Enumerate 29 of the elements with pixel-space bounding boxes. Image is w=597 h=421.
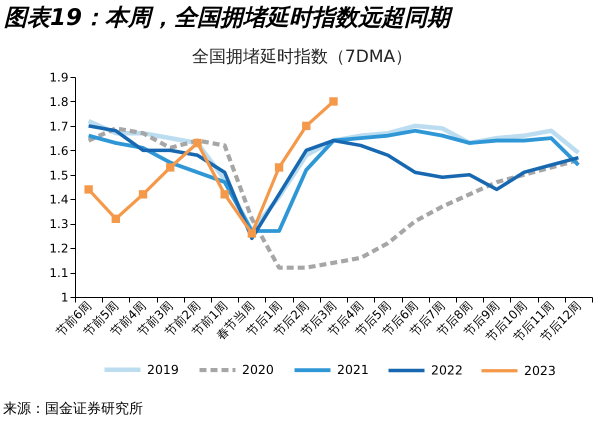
y-tick-label: 1.6 [49, 144, 68, 158]
y-tick-label: 1.8 [49, 94, 68, 109]
chart-title: 图表19：本周，全国拥堵延时指数远超同期 [4, 5, 454, 31]
point [84, 185, 93, 194]
point [138, 190, 148, 199]
legend-label: 2020 [242, 362, 274, 378]
point [193, 138, 202, 148]
point [220, 190, 229, 199]
legend-label: 2021 [337, 362, 369, 378]
y-tick-label: 1.9 [49, 70, 68, 84]
chart-subtitle: 全国拥堵延时指数（7DMA） [192, 47, 412, 67]
y-tick-label: 1 [60, 290, 68, 304]
y-tick-label: 1.7 [49, 119, 68, 134]
point [274, 163, 284, 172]
legend-label: 2023 [524, 362, 556, 378]
y-tick-label: 1.4 [49, 192, 68, 207]
point [248, 229, 256, 238]
y-tick-label: 1.5 [49, 168, 68, 182]
legend-label: 2019 [147, 362, 179, 377]
point [166, 163, 174, 172]
y-tick-label: 1.2 [49, 242, 68, 256]
y-tick-label: 1.3 [49, 217, 68, 232]
source-note: 来源：国金证券研究所 [3, 401, 143, 417]
point [112, 214, 120, 223]
point [329, 97, 338, 106]
line-series [86, 126, 580, 270]
y-tick-label: 1.1 [49, 266, 68, 280]
point [302, 122, 310, 130]
legend-label: 2022 [431, 362, 463, 378]
